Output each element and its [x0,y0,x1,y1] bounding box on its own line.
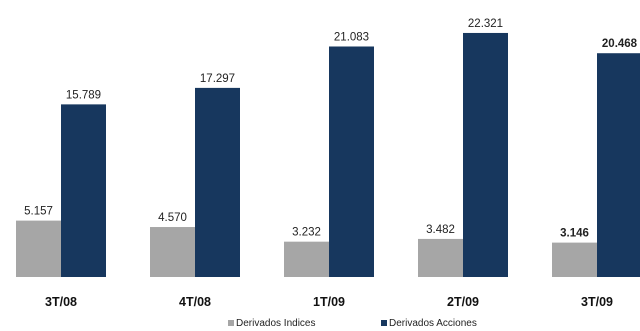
bar-acciones-0 [61,104,106,277]
category-label-2: 1T/09 [313,295,345,309]
bar-indices-3 [418,238,463,277]
category-label-1: 4T/08 [179,295,211,309]
bar-acciones-2 [329,46,374,277]
category-labels-layer: 3T/08 4T/08 1T/09 2T/09 3T/09 [45,295,613,309]
value-label-indices-2: 3.232 [292,227,321,239]
category-label-4: 3T/09 [581,295,613,309]
value-label-acciones-4: 20.468 [602,38,638,50]
bar-acciones-3 [463,32,508,278]
legend-label-derivados-acciones: Derivados Acciones [389,318,477,329]
bar-acciones-1 [195,87,240,277]
bar-indices-1 [150,227,195,277]
value-label-indices-4: 3.146 [560,228,589,240]
bars-layer [16,32,640,278]
value-label-indices-0: 5.157 [24,206,53,218]
legend: Derivados Indices Derivados Acciones [228,318,477,329]
value-label-indices-3: 3.482 [426,224,455,236]
value-label-indices-1: 4.570 [158,212,187,224]
legend-swatch-derivados-acciones [381,320,387,326]
value-label-acciones-0: 15.789 [66,89,101,101]
legend-swatch-derivados-indices [228,320,234,326]
bar-acciones-4 [597,53,640,277]
bar-indices-4 [552,242,597,277]
value-label-acciones-1: 17.297 [200,73,235,85]
bar-indices-0 [16,220,61,277]
category-label-3: 2T/09 [447,295,479,309]
value-label-acciones-2: 21.083 [334,31,369,43]
category-label-0: 3T/08 [45,295,77,309]
legend-label-derivados-indices: Derivados Indices [236,318,315,329]
value-labels-layer: 5.157 15.789 4.570 17.297 3.232 21.083 3.482 22… [24,18,638,240]
bar-indices-2 [284,241,329,277]
value-label-acciones-3: 22.321 [468,18,503,30]
